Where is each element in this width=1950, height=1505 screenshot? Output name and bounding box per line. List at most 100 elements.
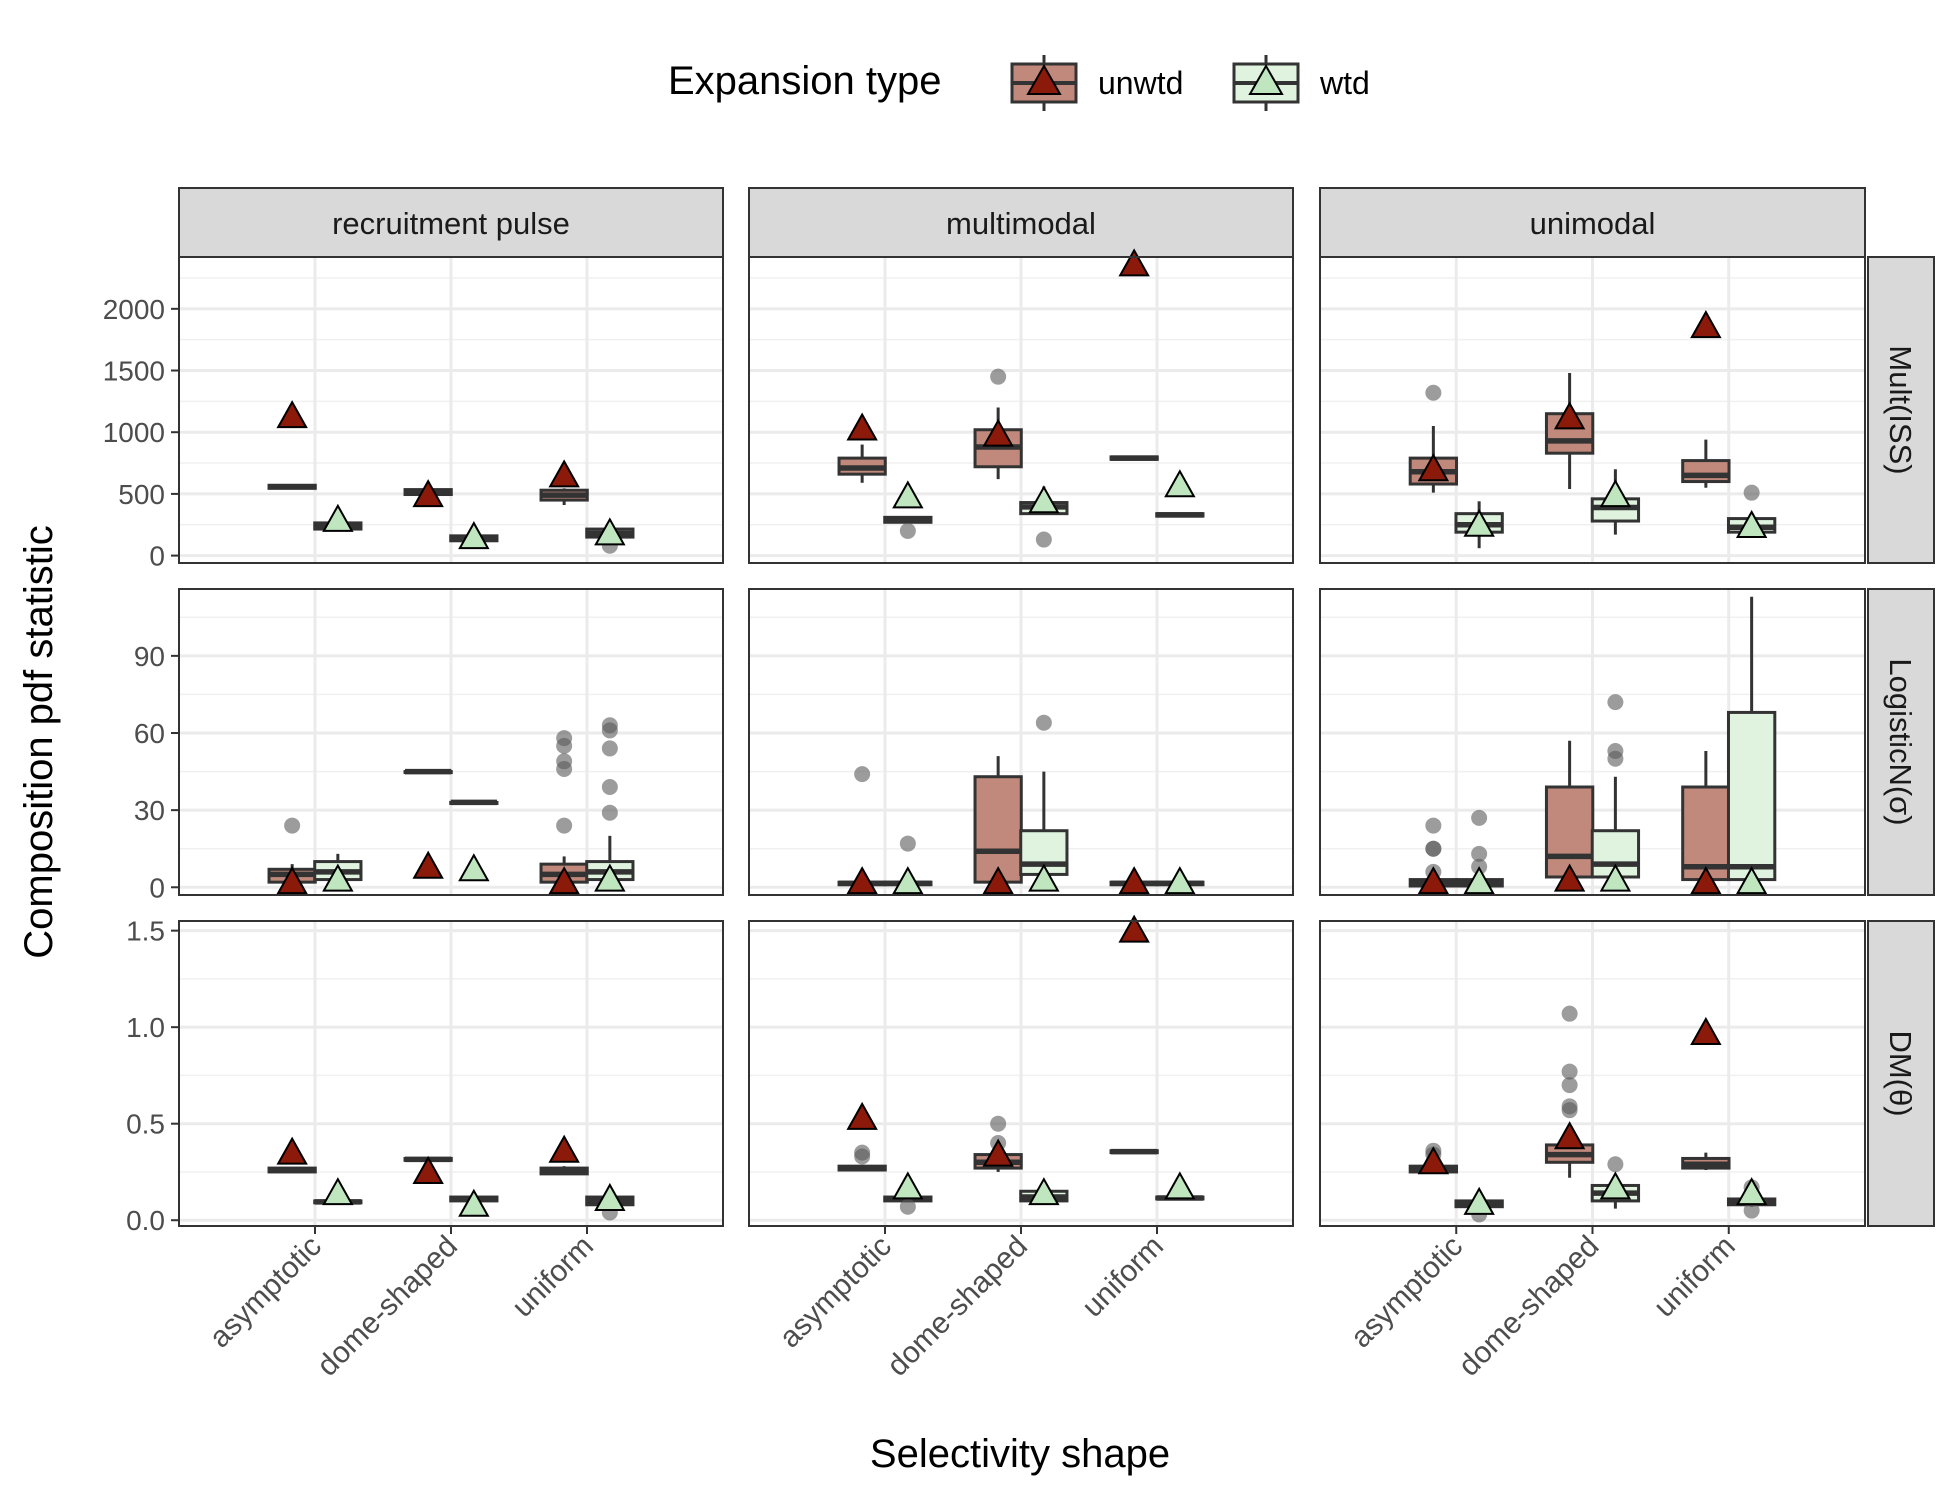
triangle-marker — [458, 1188, 490, 1217]
outlier-point — [899, 522, 916, 539]
y-tick-label: 90 — [134, 641, 165, 672]
triangle-marker — [846, 866, 878, 895]
panel-border — [1319, 588, 1866, 896]
triangle-marker — [1118, 914, 1150, 943]
facet-strip-bg — [1319, 187, 1866, 258]
box-dome-shaped-wtd — [449, 521, 499, 550]
box-asymptotic-unwtd — [837, 412, 887, 483]
triangle-marker — [1599, 1171, 1632, 1200]
facet-strip-bg — [1867, 588, 1935, 896]
outlier-point — [854, 1144, 871, 1161]
triangle-marker — [1463, 508, 1495, 537]
facet-strip-label: unimodal — [1530, 206, 1656, 241]
box-asymptotic-wtd — [1454, 1186, 1504, 1223]
box-dome-shaped-wtd — [449, 799, 499, 882]
panels: recruitment pulse multimodal unimodal Mult(… — [103, 187, 1935, 1383]
outlier-point — [1607, 743, 1624, 759]
y-axis-row-3: 0.0 0.5 1.0 1.5 — [126, 916, 179, 1236]
box-asymptotic-wtd — [313, 1177, 363, 1206]
y-tick-label: 30 — [134, 795, 165, 826]
panel-border — [1319, 256, 1866, 564]
box-asymptotic-wtd — [313, 503, 363, 532]
outlier-point — [1561, 1063, 1578, 1080]
triangle-marker — [982, 418, 1014, 447]
x-tick-label: asymptotic — [1344, 1230, 1469, 1355]
box-dome-shaped-wtd — [1590, 1156, 1641, 1209]
triangle-marker — [1690, 310, 1722, 339]
triangle-marker — [322, 1177, 354, 1206]
outlier-point — [1425, 840, 1442, 857]
panel-border — [178, 588, 724, 896]
panel-border — [748, 588, 1294, 896]
triangle-marker — [892, 1171, 924, 1200]
facet-strip-multimodal: multimodal — [748, 187, 1294, 258]
outlier-point — [556, 817, 573, 834]
panel-unimodal-row-3 — [1319, 920, 1866, 1227]
box-uniform-wtd — [1726, 484, 1777, 538]
outlier-point — [990, 368, 1007, 385]
x-tick-label: dome-shaped — [1452, 1230, 1605, 1383]
panel-border — [178, 256, 724, 564]
panel-recruitment-pulse-row-1 — [178, 256, 724, 564]
panel-recruitment-pulse-row-2 — [178, 588, 724, 896]
y-tick-label: 0.5 — [126, 1109, 165, 1140]
box-asymptotic-unwtd — [1408, 817, 1459, 895]
triangle-marker — [1028, 863, 1060, 892]
panel-border — [748, 920, 1294, 1227]
box-uniform-unwtd — [1109, 914, 1159, 1155]
triangle-marker — [1118, 248, 1150, 277]
triangle-marker — [1463, 1186, 1495, 1215]
facet-strip-label: multimodal — [946, 206, 1096, 241]
box-asymptotic-unwtd — [267, 1136, 317, 1174]
outlier-point — [854, 766, 871, 783]
triangle-marker — [1028, 1177, 1060, 1206]
facet-strip-row-1: Mult(ISS) — [1867, 256, 1935, 564]
triangle-marker — [1599, 863, 1632, 892]
box-dome-shaped-unwtd — [403, 479, 453, 508]
outlier-point — [1035, 531, 1052, 548]
panel-multimodal-row-2 — [748, 588, 1294, 896]
triangle-marker — [846, 1101, 878, 1130]
x-tick-label: dome-shaped — [311, 1230, 464, 1383]
triangle-marker — [458, 521, 490, 550]
triangle-marker — [322, 863, 354, 892]
triangle-marker — [1690, 1016, 1722, 1045]
panel-multimodal-row-3 — [748, 914, 1294, 1227]
box-uniform-wtd — [1726, 1177, 1777, 1219]
box-asymptotic-wtd — [313, 853, 363, 892]
x-tick-label: asymptotic — [773, 1230, 898, 1355]
triangle-marker — [1735, 509, 1768, 538]
triangle-marker — [1690, 866, 1722, 895]
box-dome-shaped-wtd — [1019, 1177, 1069, 1206]
box-asymptotic-wtd — [883, 480, 933, 539]
x-tick-label: uniform — [506, 1230, 600, 1324]
box-dome-shaped-wtd — [449, 1188, 499, 1217]
legend-title: Expansion type — [668, 59, 942, 103]
panel-multimodal-row-1 — [748, 248, 1294, 564]
triangle-marker — [594, 1182, 626, 1211]
outlier-point — [284, 817, 301, 834]
box-uniform-unwtd — [1681, 310, 1731, 488]
triangle-marker — [412, 1155, 444, 1184]
box-dome-shaped-unwtd — [403, 768, 453, 879]
legend-key-triangle — [1026, 63, 1062, 95]
box-uniform-unwtd — [1681, 751, 1731, 895]
box-asymptotic-wtd — [1454, 809, 1504, 895]
box-asymptotic-unwtd — [1408, 1142, 1459, 1175]
y-tick-label: 0.0 — [126, 1205, 165, 1236]
triangle-marker — [892, 866, 924, 895]
outlier-point — [1561, 1077, 1578, 1094]
triangle-marker — [1553, 863, 1586, 892]
facet-strip-label: DM(θ) — [1883, 1030, 1918, 1116]
box-asymptotic-wtd — [883, 1171, 933, 1215]
box-uniform-wtd — [585, 717, 635, 892]
y-tick-label: 60 — [134, 718, 165, 749]
outlier-point — [556, 753, 573, 770]
facet-strip-label: Mult(ISS) — [1883, 345, 1918, 474]
x-axis-title: Selectivity shape — [870, 1432, 1170, 1476]
box-uniform-unwtd — [1681, 1016, 1731, 1171]
triangle-marker — [412, 479, 444, 508]
